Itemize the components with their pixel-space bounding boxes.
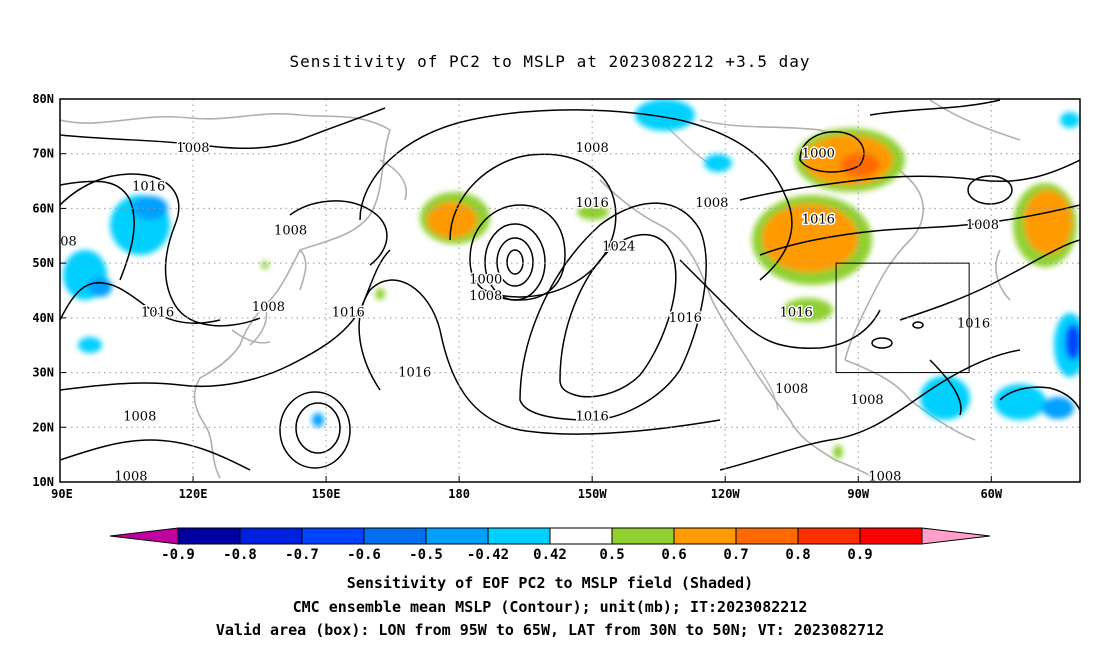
x-tick-label: 150W [578,487,608,501]
contour-label: 1016 [957,316,990,331]
plot-area: 1008 1016 008 1008 1008 1016 1016 1008 1008 1016 1… [52,99,1080,485]
colorbar-label: -0.8 [223,547,257,563]
valid-area-box [835,262,970,374]
contour-label: 1008 [868,470,901,485]
colorbar-segment [549,527,613,545]
y-tick-label: 70N [32,147,54,161]
colorbar-segment [425,527,489,545]
x-tick-label: 120W [711,487,741,501]
x-tick-label: 90W [847,487,869,501]
contour-label: 1016 [780,305,813,320]
colorbar-segment [611,527,675,545]
colorbar-segment [797,527,861,545]
contour-label: 1016 [132,180,165,195]
y-tick-label: 30N [32,366,54,380]
contour-label: 1008 [966,218,999,233]
contour-label: 1000 [802,147,835,162]
x-tick-label: 120E [179,487,208,501]
colorbar-segment [177,527,241,545]
contour-label: 1016 [669,311,702,326]
colorbar-segment [239,527,303,545]
x-tick-label: 90E [51,487,73,501]
colorbar-label: -0.5 [409,547,443,563]
colorbar-label: 0.9 [847,547,872,563]
colorbar-segment [301,527,365,545]
shaded-sensitivity [63,99,1080,459]
y-tick-label: 50N [32,256,54,270]
contour-label: 1016 [332,305,365,320]
colorbar-segment [859,527,923,545]
y-tick-label: 20N [32,420,54,434]
colorbar-label: 0.7 [723,547,748,563]
contour-labels: 1008 1016 008 1008 1008 1016 1016 1008 1008 1016 1… [52,140,1000,485]
y-axis-ticks: 10N 20N 30N 40N 50N 60N 70N 80N [32,92,66,489]
y-tick-label: 80N [32,92,54,106]
y-tick-label: 40N [32,311,54,325]
contour-label: 1008 [176,141,209,156]
contour-label: 1024 [602,240,635,255]
colorbar-segment [673,527,737,545]
colorbar-segment [363,527,427,545]
x-tick-label: 150E [312,487,341,501]
contour-label: 1016 [576,409,609,424]
colorbar-label: -0.7 [285,547,319,563]
contour-label: 1016 [141,305,174,320]
mslp-contours [60,99,1080,471]
caption-line-3: Valid area (box): LON from 95W to 65W, L… [216,621,884,639]
contour-label: 1000 [469,273,502,288]
contour-label: 1008 [695,196,728,211]
grid-lines [60,99,1080,482]
chart-title: Sensitivity of PC2 to MSLP at 2023082212… [289,52,810,71]
x-tick-label: 60W [980,487,1002,501]
contour-label: 1008 [123,409,156,424]
colorbar-label: -0.6 [347,547,381,563]
colorbar-label: 0.5 [599,547,624,563]
contour-label: 1016 [576,196,609,211]
contour-label: 1008 [274,223,307,238]
contour-label: 1008 [576,141,609,156]
colorbar-label: -0.42 [467,547,509,563]
contour-label: 1008 [775,382,808,397]
plot-background [60,99,1080,482]
plot-frame [59,98,1081,483]
x-tick-label: 180 [448,487,470,501]
colorbar-tip-high [921,527,991,545]
contour-label: 1008 [114,470,147,485]
colorbar-label: -0.9 [161,547,195,563]
x-axis-ticks: 90E 120E 150E 180 150W 120W 90W 60W [51,476,1003,501]
contour-label: 008 [52,234,77,249]
contour-label: 1016 [398,366,431,381]
caption-line-1: Sensitivity of EOF PC2 to MSLP field (Sh… [347,574,753,592]
y-tick-label: 10N [32,475,54,489]
contour-label: 1008 [252,300,285,315]
y-tick-label: 60N [32,201,54,215]
colorbar [109,527,991,545]
contour-label: 1016 [802,212,835,227]
colorbar-segment [735,527,799,545]
contour-label: 1008 [469,289,502,304]
colorbar-label: 0.42 [533,547,567,563]
colorbar-label: 0.6 [661,547,686,563]
caption-line-2: CMC ensemble mean MSLP (Contour); unit(m… [293,598,808,616]
colorbar-tip-low [109,527,179,545]
colorbar-label: 0.8 [785,547,810,563]
colorbar-labels: -0.9 -0.8 -0.7 -0.6 -0.5 -0.42 0.42 0.5 0.6 0.7 0.… [161,547,873,563]
contour-label: 1008 [851,393,884,408]
colorbar-segment [487,527,551,545]
